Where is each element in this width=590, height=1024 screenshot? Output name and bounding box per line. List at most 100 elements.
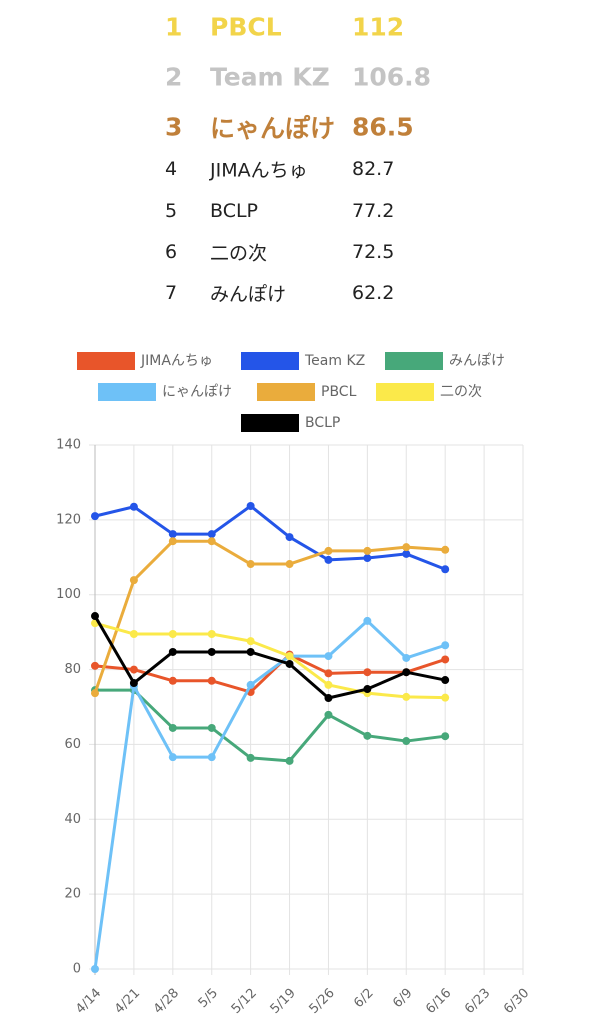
data-point: [363, 616, 372, 625]
data-point: [246, 753, 255, 762]
data-point: [246, 560, 255, 569]
data-point: [363, 731, 372, 740]
data-point: [207, 647, 216, 656]
legend-swatch: [257, 383, 315, 401]
legend-label: BCLP: [305, 415, 340, 431]
series-line: [93, 619, 446, 970]
series-line: [94, 653, 446, 694]
data-point: [324, 669, 333, 678]
ranking-name: Team KZ: [210, 62, 330, 92]
data-point: [246, 502, 255, 511]
data-point: [441, 676, 450, 685]
data-point: [402, 653, 411, 662]
ranking-score: 62.2: [352, 282, 395, 304]
data-point: [168, 630, 177, 639]
ranking-score: 77.2: [352, 200, 395, 222]
ranking-score: 112: [352, 12, 405, 42]
data-point: [207, 530, 216, 539]
ranking-name: BCLP: [210, 200, 259, 222]
data-point: [207, 723, 216, 732]
data-point: [168, 537, 177, 546]
ranking-rank: 7: [165, 282, 178, 304]
data-point: [129, 576, 138, 585]
x-tick-label: 5/12: [229, 986, 260, 1017]
data-point: [324, 652, 333, 661]
ranking-name: 二の次: [210, 242, 268, 265]
ranking-score: 86.5: [352, 112, 414, 142]
data-point: [363, 685, 372, 694]
legend-label: みんぽけ: [449, 353, 505, 369]
data-point: [168, 723, 177, 732]
ranking-name: JIMAんちゅ: [210, 159, 308, 182]
data-point: [91, 612, 99, 621]
data-point: [129, 665, 138, 674]
legend-swatch: [385, 352, 443, 370]
data-point: [207, 537, 216, 546]
data-point: [324, 710, 333, 719]
y-tick-label: 100: [56, 587, 81, 602]
x-tick-label: 4/14: [73, 986, 104, 1017]
data-point: [441, 693, 450, 702]
data-point: [168, 676, 177, 685]
y-tick-label: 60: [64, 737, 81, 752]
data-point: [91, 512, 99, 521]
data-point: [207, 630, 216, 639]
y-tick-label: 120: [56, 512, 81, 527]
data-point: [324, 546, 333, 555]
legend-label: PBCL: [321, 384, 357, 400]
series-line: [95, 688, 446, 763]
data-point: [168, 647, 177, 656]
data-point: [246, 637, 255, 646]
data-point: [402, 549, 411, 558]
legend-label: JIMAんちゅ: [140, 353, 213, 369]
data-point: [402, 668, 411, 677]
x-tick-label: 6/16: [423, 986, 454, 1017]
data-point: [285, 533, 294, 542]
ranking-score: 106.8: [352, 62, 432, 92]
data-point: [91, 661, 99, 670]
data-point: [91, 689, 99, 698]
data-point: [363, 668, 372, 677]
y-tick-label: 140: [56, 438, 81, 453]
data-point: [363, 546, 372, 555]
data-point: [129, 679, 138, 688]
ranking-rank: 4: [165, 158, 178, 180]
x-tick-label: 4/21: [112, 986, 143, 1017]
x-tick-label: 4/28: [151, 986, 182, 1017]
legend-label: にゃんぽけ: [162, 384, 232, 400]
legend-swatch: [376, 383, 434, 401]
y-tick-label: 40: [64, 812, 81, 827]
data-point: [168, 530, 177, 539]
x-tick-label: 6/23: [462, 986, 493, 1017]
ranking-rank: 1: [165, 12, 183, 42]
data-point: [324, 694, 333, 703]
data-point: [91, 965, 99, 973]
x-tick-label: 6/2: [351, 986, 376, 1011]
series-line: [94, 621, 446, 700]
data-point: [168, 753, 177, 762]
series-line: [93, 539, 446, 694]
data-point: [285, 652, 294, 661]
legend-swatch: [77, 352, 135, 370]
y-tick-label: 80: [64, 662, 81, 677]
data-point: [363, 554, 372, 563]
legend-swatch: [241, 352, 299, 370]
legend-label: 二の次: [440, 384, 482, 400]
ranking-rank: 6: [165, 241, 178, 263]
data-point: [207, 753, 216, 762]
ranking-name: PBCL: [210, 12, 282, 42]
data-point: [246, 647, 255, 656]
data-point: [207, 676, 216, 685]
data-point: [129, 630, 138, 639]
data-point: [402, 737, 411, 746]
x-tick-label: 5/19: [268, 986, 299, 1017]
ranking-name: みんぽけ: [210, 283, 287, 306]
data-point: [285, 659, 294, 668]
legend-swatch: [98, 383, 156, 401]
legend-label: Team KZ: [304, 353, 365, 369]
series-line: [93, 615, 446, 700]
data-point: [129, 502, 138, 511]
y-tick-label: 20: [64, 887, 81, 902]
data-point: [441, 732, 450, 741]
